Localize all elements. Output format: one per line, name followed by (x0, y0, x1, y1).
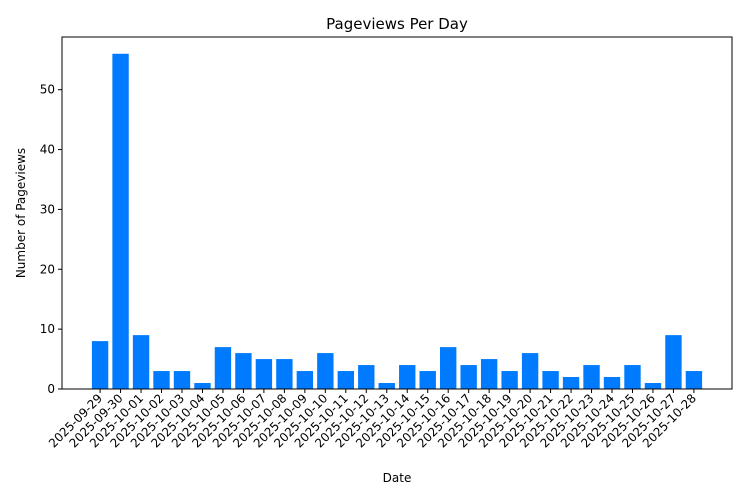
bar (132, 335, 150, 389)
bar (685, 371, 703, 389)
bar (337, 371, 354, 389)
chart-title: Pageviews Per Day (326, 15, 468, 33)
bar (440, 347, 457, 389)
x-axis-label: Date (383, 471, 412, 485)
bar (419, 371, 436, 389)
bar (562, 377, 580, 389)
bar (644, 383, 662, 389)
plot-frame (61, 36, 733, 390)
bar (194, 383, 211, 389)
bar (480, 359, 498, 389)
bar (214, 347, 232, 389)
bar (296, 371, 314, 389)
bar (378, 383, 395, 389)
y-tick-label: 40 (40, 143, 55, 157)
bar (521, 353, 539, 389)
bar (358, 365, 375, 389)
y-tick-label: 20 (40, 262, 55, 276)
bar (501, 371, 518, 389)
bar (624, 365, 641, 389)
bar (276, 359, 293, 389)
bar (91, 341, 109, 389)
bar (235, 353, 252, 389)
bar (583, 365, 600, 389)
bar (255, 359, 273, 389)
bar (603, 377, 621, 389)
y-axis-label: Number of Pageviews (14, 148, 28, 278)
y-tick-label: 10 (40, 322, 55, 336)
bar (153, 371, 170, 389)
bar (460, 365, 477, 389)
y-tick-label: 50 (40, 83, 55, 97)
bar (542, 371, 559, 389)
y-tick-label: 0 (47, 382, 55, 396)
bar (665, 335, 682, 389)
bar (317, 353, 334, 389)
bar (112, 53, 129, 390)
bar (399, 365, 416, 389)
bar (173, 371, 191, 389)
y-tick-label: 30 (40, 202, 55, 216)
